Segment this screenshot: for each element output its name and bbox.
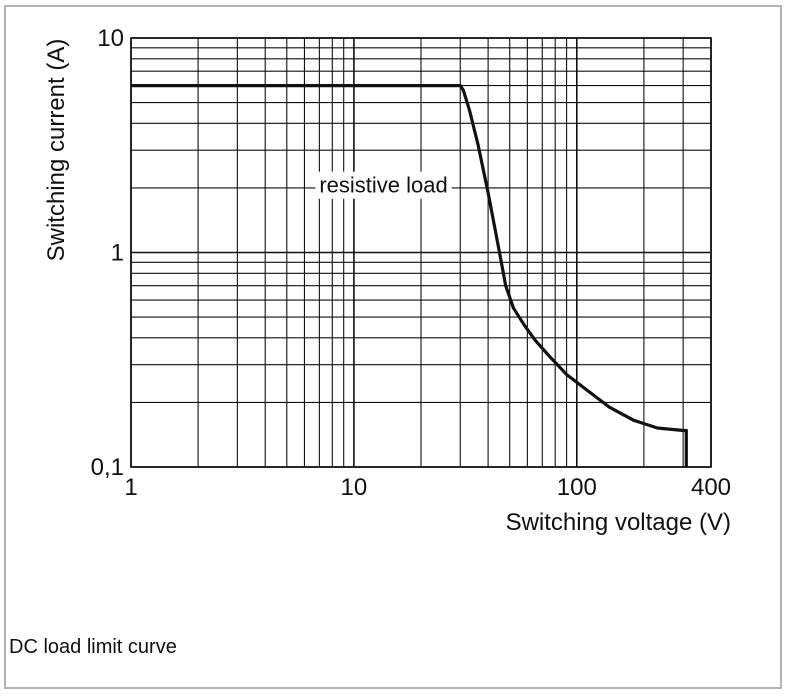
x-tick-label: 10 [341, 474, 368, 501]
x-axis-label: Switching voltage (V) [506, 509, 731, 536]
y-tick-label: 0,1 [91, 454, 124, 481]
x-tick-label: 100 [557, 474, 597, 501]
curve-layer [131, 83, 688, 467]
limit-curve [131, 83, 688, 467]
annotation-background [315, 171, 452, 199]
plot-border [130, 37, 712, 468]
resistive-load-annotation: resistive load [319, 173, 447, 198]
x-tick-label: 400 [691, 474, 731, 501]
grid-lines [130, 37, 712, 468]
figure-caption: DC load limit curve [9, 636, 177, 658]
figure-frame [4, 5, 782, 689]
y-tick-label: 10 [97, 25, 124, 52]
y-axis-label: Switching current (A) [43, 39, 70, 262]
x-tick-label: 1 [124, 474, 137, 501]
y-tick-label: 1 [111, 240, 124, 267]
